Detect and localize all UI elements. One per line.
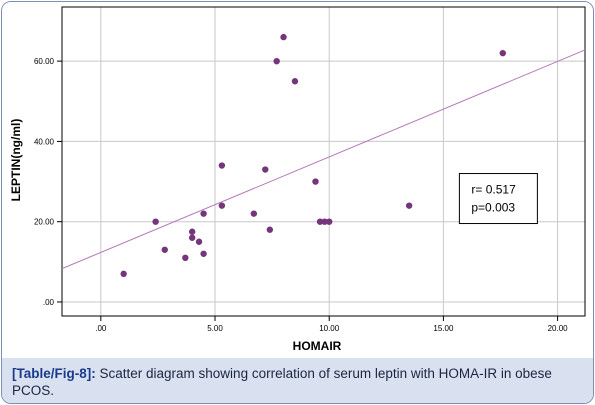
data-point: [152, 218, 159, 225]
x-tick-label: .00: [95, 324, 107, 333]
data-point: [182, 254, 189, 262]
plot-border: [61, 6, 586, 317]
y-tick-label: .00: [43, 298, 55, 307]
data-point: [218, 162, 226, 169]
data-point: [250, 210, 258, 217]
data-point: [161, 246, 168, 253]
data-point: [326, 218, 333, 225]
data-point: [405, 202, 413, 209]
grid-lines: [62, 7, 585, 316]
y-axis-label: LEPTIN(ng/ml): [9, 119, 23, 202]
data-point: [312, 178, 319, 185]
fit-line-layer: [61, 49, 586, 270]
regression-line: [61, 49, 586, 270]
stats-box: [458, 173, 538, 225]
data-point: [291, 78, 299, 85]
data-point: [200, 210, 207, 217]
caption-text: Scatter diagram showing correlation of s…: [12, 366, 552, 398]
x-tick-label: 5.00: [207, 324, 223, 333]
data-point: [262, 166, 269, 173]
data-point: [499, 49, 506, 57]
y-tick-label: 60.00: [34, 57, 55, 66]
data-point: [195, 238, 203, 245]
annotation-layer: r= 0.517 p=0.003: [458, 173, 538, 225]
data-point: [321, 218, 328, 225]
p-value-text: p=0.003: [471, 201, 515, 215]
caption-label: [Table/Fig-8]:: [12, 366, 96, 381]
data-point: [120, 270, 127, 278]
data-point: [188, 234, 196, 241]
data-point: [280, 33, 287, 41]
r-value-text: r= 0.517: [471, 183, 516, 197]
x-tick-label: 15.00: [433, 324, 454, 333]
scatter-chart: .00 5.00 10.00 15.00 20.00 .00 20.00 40.00 60.0…: [9, 6, 586, 353]
y-tick-labels: .00 20.00 40.00 60.00: [34, 57, 62, 307]
data-point: [273, 57, 280, 65]
data-point: [188, 228, 196, 235]
x-tick-label: 10.00: [319, 324, 340, 333]
figure-caption: [Table/Fig-8]: Scatter diagram showing c…: [2, 358, 593, 403]
points-layer: [120, 33, 506, 278]
y-tick-label: 20.00: [34, 218, 55, 227]
data-point: [316, 218, 324, 225]
y-tick-label: 40.00: [34, 137, 55, 146]
x-tick-labels: .00 5.00 10.00 15.00 20.00: [95, 316, 568, 333]
x-axis-label: HOMAIR: [293, 339, 342, 353]
figure-area: .00 5.00 10.00 15.00 20.00 .00 20.00 40.00 60.0…: [2, 2, 593, 358]
data-point: [218, 202, 226, 209]
data-point: [266, 226, 274, 233]
data-point: [200, 250, 207, 257]
x-tick-label: 20.00: [548, 324, 569, 333]
